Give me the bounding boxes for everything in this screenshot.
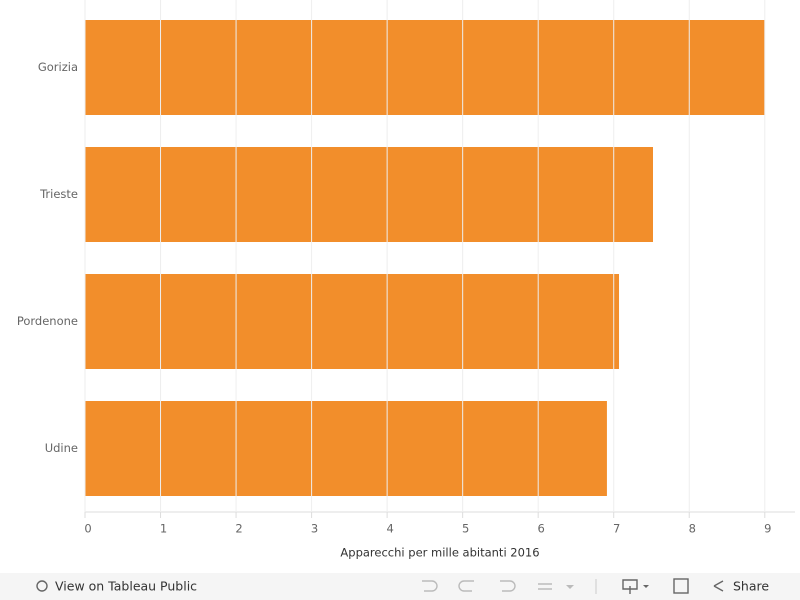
- view-on-tableau[interactable]: View on Tableau Public: [36, 579, 197, 594]
- share-label[interactable]: Share: [733, 579, 769, 594]
- undo[interactable]: [422, 580, 438, 592]
- download[interactable]: [622, 579, 638, 594]
- x-tick-label: 1: [160, 522, 167, 536]
- y-tick-label: Gorizia: [38, 60, 78, 74]
- revert[interactable]: [500, 580, 516, 592]
- x-tick-label: 8: [689, 522, 696, 536]
- x-tick-label: 2: [235, 522, 242, 536]
- x-tick-label: 0: [84, 522, 91, 536]
- fullscreen[interactable]: [673, 578, 689, 594]
- x-axis-title: Apparecchi per mille abitanti 2016: [340, 546, 539, 560]
- bar: [85, 401, 607, 496]
- x-tick-label: 7: [613, 522, 620, 536]
- bar: [85, 147, 653, 242]
- tableau-icon: [36, 580, 48, 592]
- y-tick-label: Trieste: [39, 187, 78, 201]
- y-tick-label: Pordenone: [17, 314, 78, 328]
- x-tick-label: 3: [311, 522, 318, 536]
- share-button[interactable]: Share: [713, 579, 769, 594]
- toolbar: View on Tableau Public Share: [0, 573, 800, 600]
- x-tick-label: 6: [538, 522, 545, 536]
- x-tick-label: 9: [764, 522, 771, 536]
- view-link[interactable]: View on Tableau Public: [55, 579, 197, 594]
- bar: [85, 274, 620, 369]
- refresh[interactable]: [538, 583, 552, 590]
- refresh-menu[interactable]: [566, 585, 574, 589]
- x-tick-label: 4: [386, 522, 393, 536]
- redo[interactable]: [458, 580, 474, 592]
- x-tick-label: 5: [462, 522, 469, 536]
- toolbar-bg: [0, 573, 800, 600]
- y-tick-label: Udine: [45, 441, 78, 455]
- bar: [85, 20, 765, 115]
- share-icon: [713, 580, 724, 592]
- download-menu[interactable]: [643, 585, 649, 588]
